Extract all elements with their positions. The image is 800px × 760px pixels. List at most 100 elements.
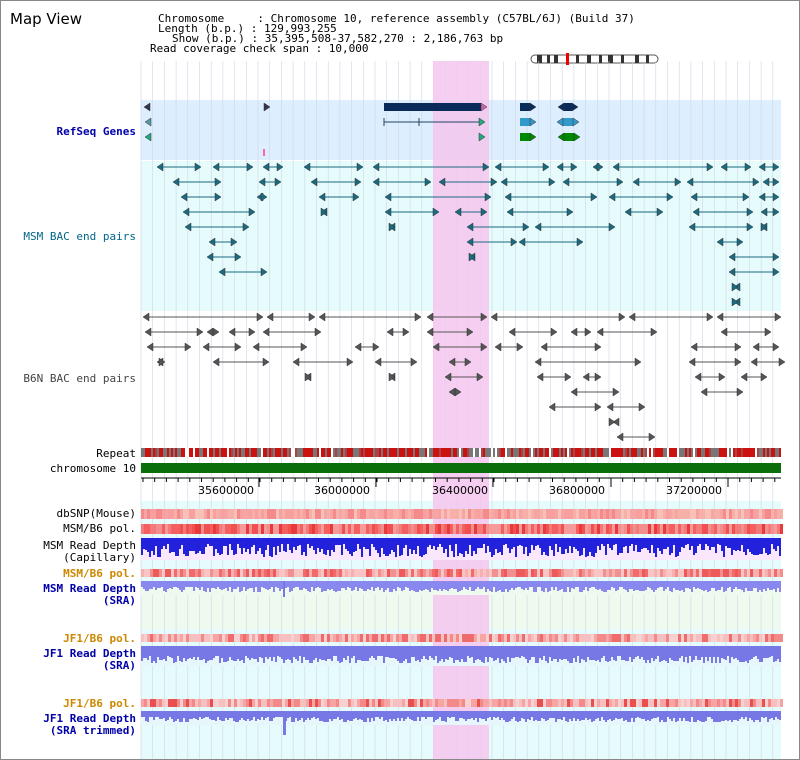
depth-bar	[237, 646, 239, 659]
depth-bar	[677, 581, 679, 590]
heat-cell	[513, 634, 516, 642]
heat-cell	[180, 569, 183, 577]
heat-cell	[408, 634, 411, 642]
msm-pair-end	[772, 252, 780, 262]
repeat-cell	[327, 448, 329, 457]
depth-bar	[443, 538, 445, 553]
msm-pair-end	[534, 222, 542, 232]
depth-bar	[173, 646, 175, 663]
depth-bar	[635, 581, 637, 590]
depth-bar	[667, 646, 669, 663]
heat-cell	[558, 634, 561, 642]
depth-bar	[409, 711, 411, 719]
b6n-pair-end	[212, 357, 220, 367]
depth-bar	[233, 711, 235, 721]
heat-cell	[318, 524, 321, 534]
b6n-pair-end	[764, 327, 772, 337]
repeat-cell	[307, 448, 309, 457]
heat-cell	[528, 699, 531, 707]
depth-bar	[545, 581, 547, 588]
heat-cell	[690, 569, 693, 577]
heat-cell	[699, 634, 702, 642]
heat-cell	[408, 524, 411, 534]
depth-bar	[439, 646, 441, 661]
depth-bar	[405, 646, 407, 659]
msm-pair-end	[632, 177, 640, 187]
repeat-cell	[441, 448, 443, 457]
heat-cell	[141, 509, 144, 519]
msm-pair-end	[484, 192, 492, 202]
heat-cell	[219, 634, 222, 642]
depth-bar	[189, 581, 191, 587]
depth-bar	[551, 581, 553, 587]
repeat-cell	[701, 448, 703, 457]
depth-bar	[609, 646, 611, 661]
depth-bar	[655, 646, 657, 659]
depth-bar	[687, 538, 689, 544]
heat-cell	[186, 634, 189, 642]
depth-bar	[345, 538, 347, 549]
depth-bar	[475, 646, 477, 660]
heat-cell	[378, 509, 381, 519]
heat-cell	[744, 509, 747, 519]
heat-cell	[180, 699, 183, 707]
depth-bar	[599, 646, 601, 662]
depth-bar	[205, 711, 207, 717]
depth-bar	[615, 538, 617, 544]
heat-cell	[312, 524, 315, 534]
depth-bar	[523, 538, 525, 554]
heat-cell	[228, 569, 231, 577]
heat-cell	[495, 509, 498, 519]
b6n-pair-end	[570, 327, 578, 337]
repeat-cell	[539, 448, 541, 457]
depth-bar	[607, 646, 609, 662]
repeat-cell	[185, 448, 187, 457]
b6n-pair-end	[628, 312, 636, 322]
depth-bar	[685, 711, 687, 721]
depth-bar	[637, 711, 639, 717]
depth-bar	[433, 538, 435, 546]
heat-cell	[354, 634, 357, 642]
depth-bar	[527, 646, 529, 663]
b6n-pair-end	[778, 357, 786, 367]
heat-cell	[387, 569, 390, 577]
repeat-cell	[163, 448, 165, 457]
heat-cell	[597, 524, 600, 534]
repeat-cell	[685, 448, 687, 457]
msm-pair-end	[624, 207, 632, 217]
heat-cell	[189, 524, 192, 534]
heat-cell	[729, 569, 732, 577]
depth-bar	[753, 711, 755, 722]
heat-cell	[681, 569, 684, 577]
msm-pair-end	[760, 207, 768, 217]
depth-bar	[577, 538, 579, 551]
heat-cell	[507, 569, 510, 577]
depth-bar	[631, 646, 633, 662]
heat-cell	[747, 699, 750, 707]
heat-cell	[261, 569, 264, 577]
heat-cell	[522, 509, 525, 519]
depth-bar	[331, 646, 333, 661]
depth-bar	[265, 581, 267, 589]
depth-bar	[747, 581, 749, 591]
depth-bar	[731, 646, 733, 657]
depth-bar	[363, 581, 365, 591]
heat-cell	[459, 509, 462, 519]
depth-bar	[567, 646, 569, 661]
depth-bar	[213, 646, 215, 658]
depth-bar	[353, 538, 355, 552]
depth-bar	[261, 538, 263, 554]
heat-cell	[339, 524, 342, 534]
heat-cell	[222, 699, 225, 707]
msm-pair-end	[214, 192, 222, 202]
depth-bar	[173, 711, 175, 722]
heat-cell	[693, 634, 696, 642]
msm-pair-end	[490, 177, 498, 187]
repeat-cell	[779, 448, 781, 457]
heat-cell	[525, 699, 528, 707]
msm-depth-sra-label2: (SRA)	[102, 594, 136, 607]
heat-cell	[171, 634, 174, 642]
repeat-cell	[617, 448, 619, 457]
heat-cell	[327, 634, 330, 642]
